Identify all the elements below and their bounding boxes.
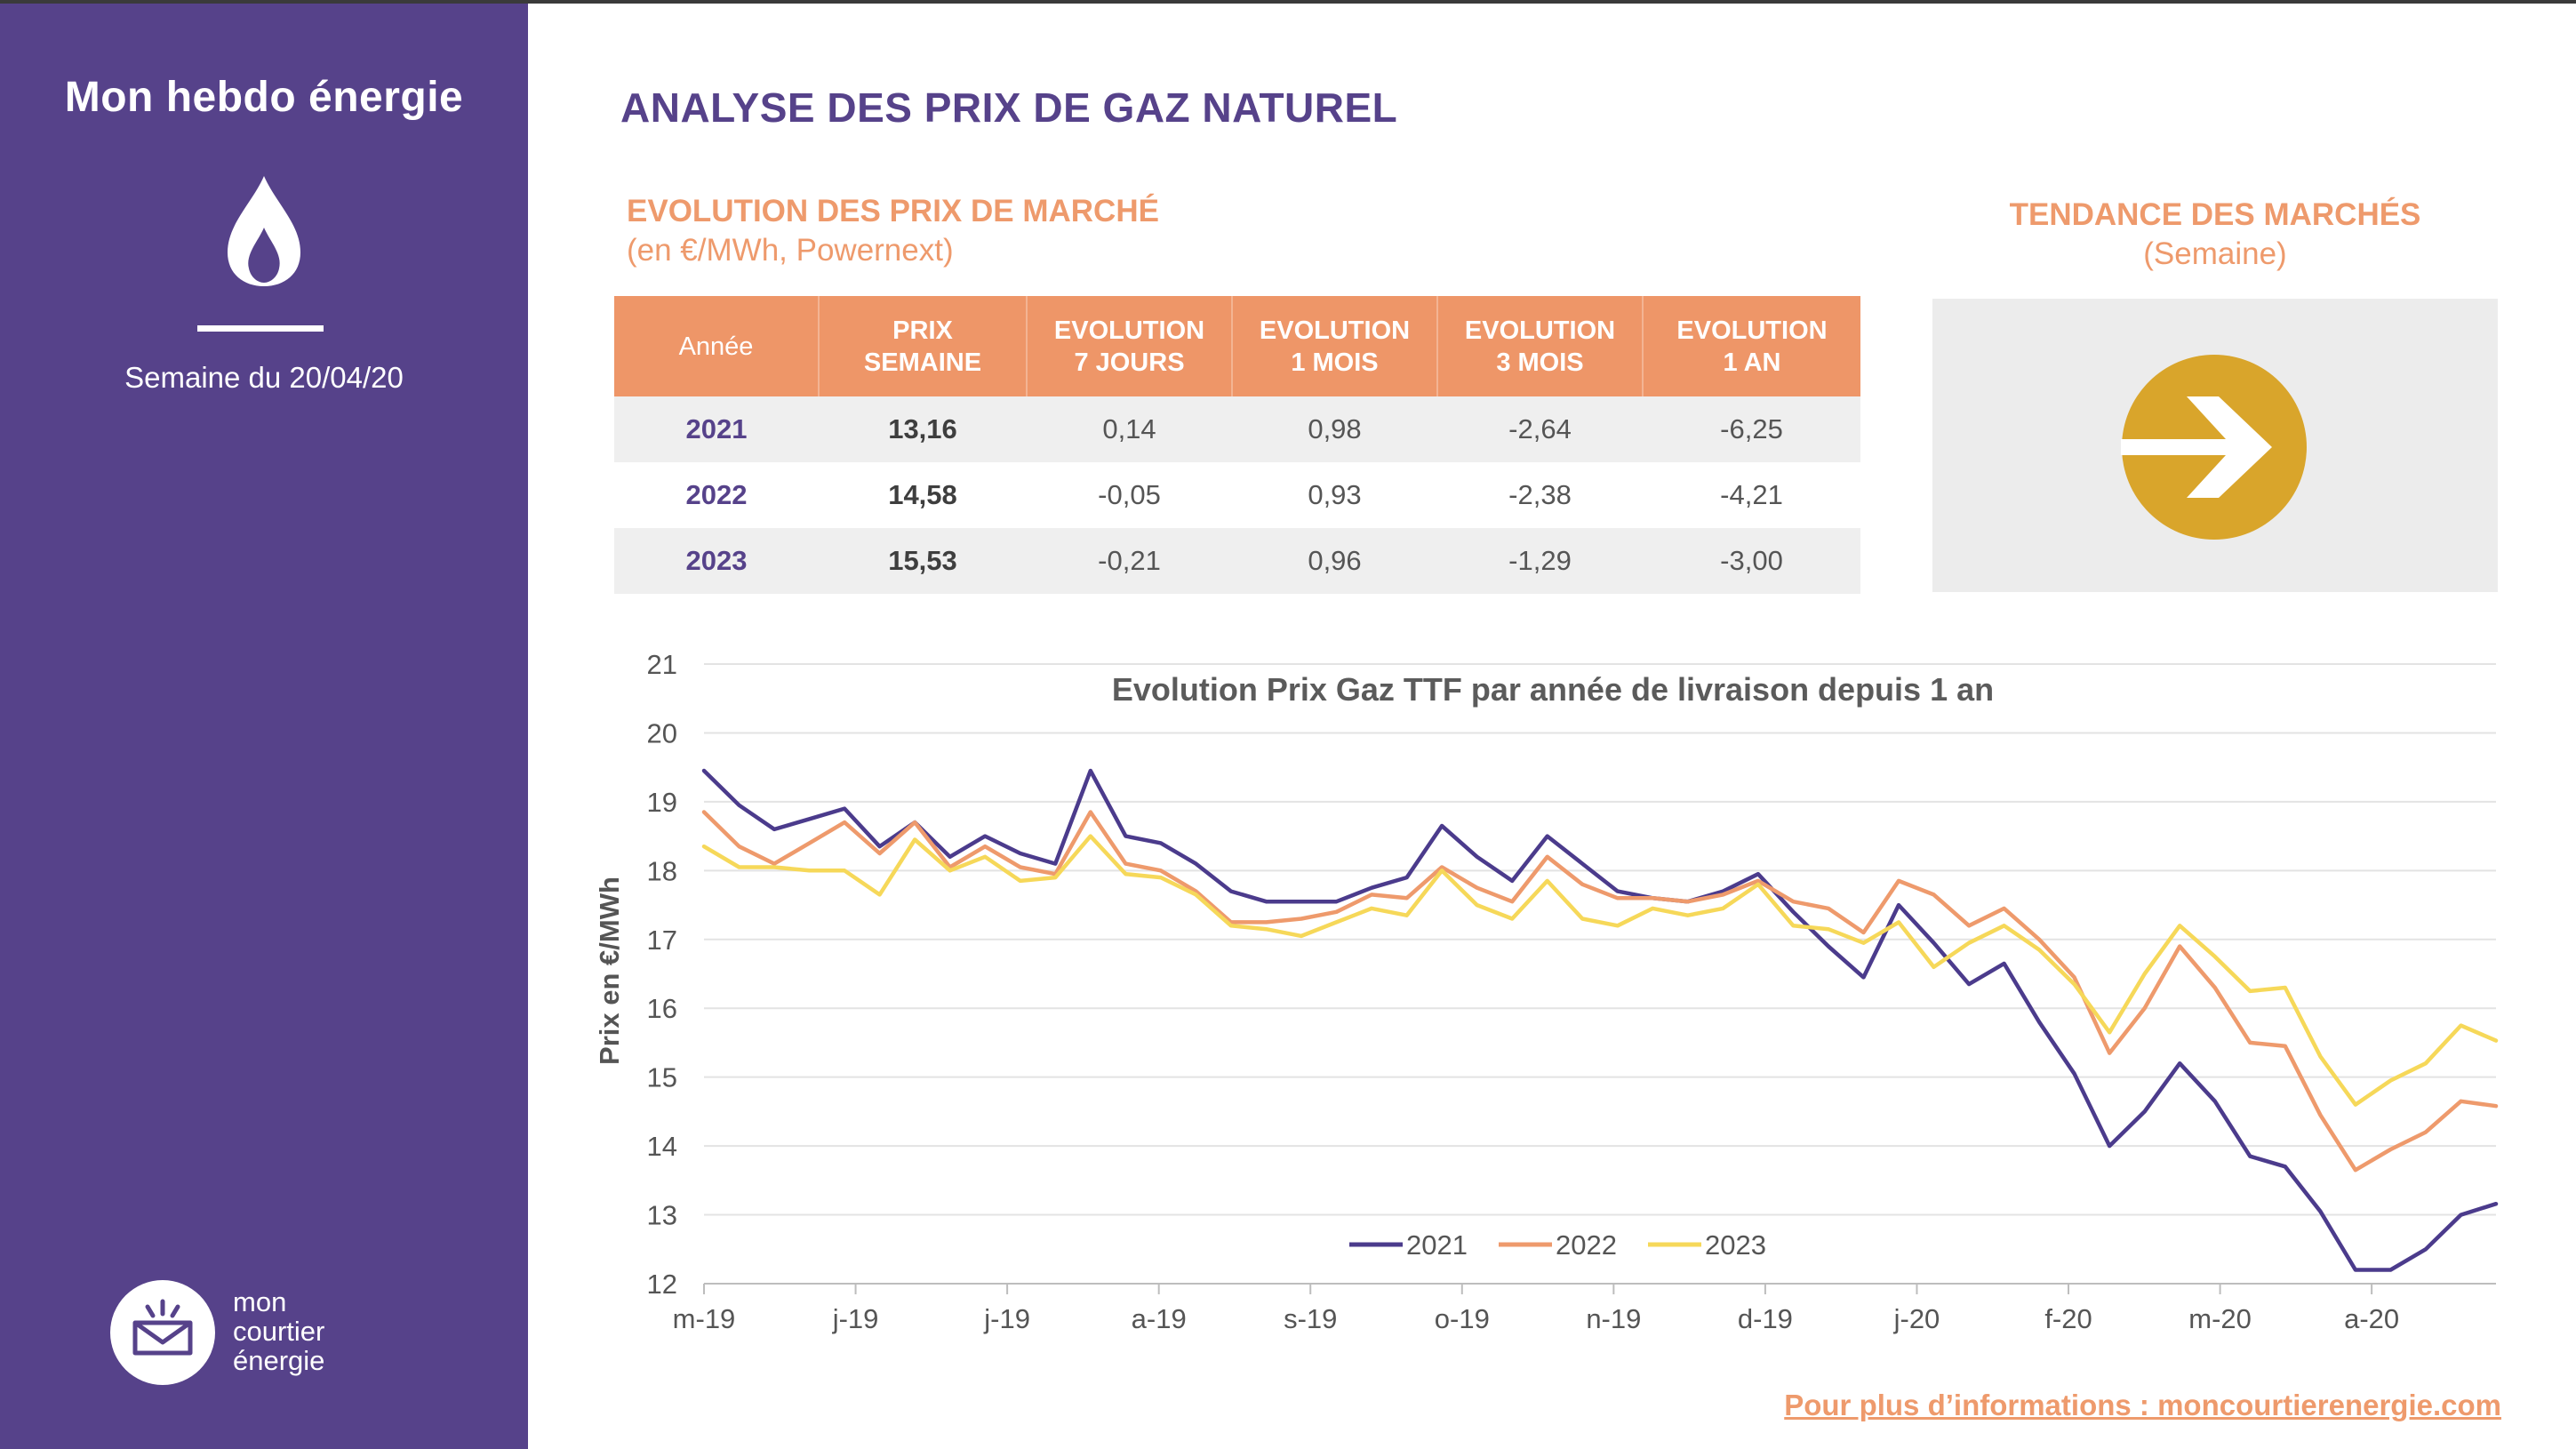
market-section-title: EVOLUTION DES PRIX DE MARCHÉ [627, 194, 1159, 228]
x-tick-label: m-20 [2188, 1303, 2252, 1334]
brand-title: Mon hebdo énergie [64, 74, 464, 121]
y-tick-label: 15 [647, 1062, 677, 1093]
cell-evol-1y: -3,00 [1643, 528, 1860, 594]
cell-evol-1m: 0,98 [1232, 396, 1437, 462]
sidebar-divider [197, 325, 324, 332]
more-info-link[interactable]: Pour plus d’informations : moncourtieren… [1784, 1389, 2501, 1421]
top-border [0, 0, 2576, 4]
arrow-right-icon [2121, 355, 2307, 540]
table-header-row: Année PRIX SEMAINE EVOLUTION 7 JOURS EVOLU… [614, 296, 1860, 396]
cell-price: 13,16 [819, 396, 1027, 462]
x-tick-label: n-19 [1586, 1303, 1641, 1334]
header-evol-1y: EVOLUTION 1 AN [1642, 296, 1860, 396]
logo-line: mon [233, 1286, 287, 1317]
y-tick-label: 14 [647, 1131, 677, 1162]
cell-evol-7d: 0,14 [1027, 396, 1232, 462]
header-evol-7d: EVOLUTION 7 JOURS [1026, 296, 1232, 396]
price-table: Année PRIX SEMAINE EVOLUTION 7 JOURS EVOLU… [614, 296, 1860, 594]
header-evol-3m: EVOLUTION 3 MOIS [1436, 296, 1643, 396]
x-tick-label: a-20 [2344, 1303, 2399, 1334]
y-tick-label: 16 [647, 993, 677, 1024]
series-line-2021 [701, 768, 2499, 1272]
x-tick-label: m-19 [673, 1303, 736, 1334]
trend-subtitle: (Semaine) [2143, 236, 2287, 271]
x-tick-label: j-19 [983, 1303, 1030, 1334]
legend-label: 2022 [1556, 1229, 1617, 1261]
chart-title: Evolution Prix Gaz TTF par année de livr… [1112, 671, 1994, 708]
y-tick-label: 21 [647, 649, 677, 680]
logo-text: mon courtier énergie [233, 1287, 324, 1375]
cell-evol-3m: -2,38 [1508, 479, 1572, 510]
cell-evol-7d: -0,21 [1027, 528, 1232, 594]
y-tick-label: 20 [647, 717, 677, 749]
legend-label: 2023 [1705, 1229, 1766, 1261]
header-price: PRIX SEMAINE [818, 296, 1027, 396]
table-row: 2021 13,16 0,14 0,98 -2,64 -6,25 [614, 396, 1860, 462]
table-row: 2022 14,58 -0,05 0,93 -2,38 -4,21 [614, 462, 1860, 528]
cell-evol-1m: 0,96 [1232, 528, 1437, 594]
x-tick-label: j-19 [832, 1303, 879, 1334]
cell-evol-1y: -6,25 [1643, 396, 1860, 462]
y-tick-label: 13 [647, 1200, 677, 1231]
x-tick-label: d-19 [1738, 1303, 1793, 1334]
y-tick-label: 18 [647, 855, 677, 886]
logo-icon [110, 1280, 215, 1385]
week-label: Semaine du 20/04/20 [124, 361, 404, 394]
cell-evol-3m: -2,64 [1437, 396, 1643, 462]
y-tick-label: 12 [647, 1269, 677, 1300]
series-line-2023 [701, 834, 2499, 1107]
x-tick-label: o-19 [1435, 1303, 1490, 1334]
header-evol-1m: EVOLUTION 1 MOIS [1231, 296, 1437, 396]
series-line-2022 [701, 810, 2499, 1173]
logo-line: énergie [233, 1345, 325, 1376]
sidebar: Mon hebdo énergie Semaine du 20/04/20 mo… [0, 4, 528, 1449]
y-tick-label: 17 [647, 925, 677, 956]
cell-year: 2021 [614, 396, 819, 462]
page-title: ANALYSE DES PRIX DE GAZ NATUREL [620, 84, 1398, 131]
cell-price: 14,58 [888, 479, 957, 510]
logo-line: courtier [233, 1316, 325, 1347]
cell-evol-3m: -1,29 [1437, 528, 1643, 594]
header-year: Année [614, 296, 819, 396]
y-tick-label: 19 [647, 787, 677, 818]
x-tick-label: a-19 [1132, 1303, 1187, 1334]
trend-title: TENDANCE DES MARCHÉS [2009, 197, 2421, 232]
legend-label: 2021 [1406, 1229, 1468, 1261]
cell-evol-7d: -0,05 [1098, 479, 1161, 510]
cell-evol-1y: -4,21 [1720, 479, 1783, 510]
cell-year: 2022 [685, 479, 748, 510]
x-tick-label: j-20 [1893, 1303, 1940, 1334]
table-row: 2023 15,53 -0,21 0,96 -1,29 -3,00 [614, 528, 1860, 594]
market-section-subtitle: (en €/MWh, Powernext) [627, 233, 954, 268]
trend-box [1932, 299, 2498, 592]
x-tick-label: f-20 [2044, 1303, 2092, 1334]
flame-icon [228, 176, 300, 286]
cell-price: 15,53 [819, 528, 1027, 594]
y-axis-label: Prix en €/MWh [594, 877, 625, 1065]
cell-evol-1m: 0,93 [1308, 479, 1362, 510]
cell-year: 2023 [614, 528, 819, 594]
x-tick-label: s-19 [1284, 1303, 1337, 1334]
